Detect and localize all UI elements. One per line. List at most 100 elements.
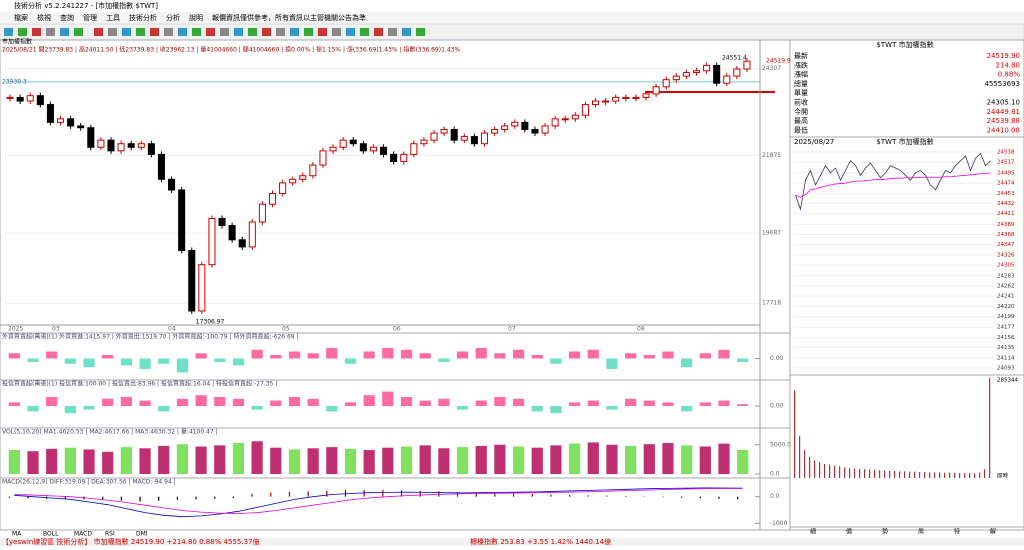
menu-item[interactable]: 管理 <box>83 13 97 22</box>
month-label: 07 <box>508 326 516 333</box>
toolbar-icon[interactable] <box>346 28 355 36</box>
bar <box>139 496 141 502</box>
bar <box>120 358 132 366</box>
toolbar-icon[interactable] <box>276 28 285 36</box>
tab[interactable]: MA <box>12 531 22 538</box>
intraday-line <box>795 152 991 211</box>
candle <box>67 118 75 127</box>
menu-item[interactable]: 分析 <box>166 13 180 22</box>
toolbar-icon[interactable] <box>374 28 383 36</box>
bar <box>643 444 655 474</box>
bar <box>606 444 618 474</box>
bar <box>270 447 282 474</box>
bar <box>307 448 319 474</box>
y-tick-label: 0.00 <box>770 403 784 410</box>
tab[interactable]: DMI <box>136 531 148 538</box>
bar <box>251 406 263 410</box>
candle <box>561 118 569 121</box>
vol-bar <box>799 435 801 478</box>
quote-value: 214.80 <box>996 61 1021 69</box>
toolbar-icon[interactable] <box>108 28 117 36</box>
toolbar-icon[interactable] <box>402 28 411 36</box>
toolbar-icon[interactable] <box>332 28 341 36</box>
menu-item[interactable]: 檢視 <box>37 13 51 22</box>
bar <box>176 444 189 474</box>
bar <box>251 494 253 497</box>
toolbar-icon[interactable] <box>60 28 69 36</box>
toolbar-icon[interactable] <box>416 28 425 36</box>
candle <box>692 70 701 74</box>
candle <box>501 125 509 130</box>
side-tab[interactable]: 特 <box>954 528 960 536</box>
menu-item[interactable]: 說明 <box>189 13 203 22</box>
toolbar-icon[interactable] <box>290 28 299 36</box>
side-tab[interactable]: 細 <box>810 528 816 536</box>
vol-bar <box>834 465 836 478</box>
bar <box>307 491 309 497</box>
toolbar-icon[interactable] <box>318 28 327 36</box>
toolbar-icon[interactable] <box>94 28 103 36</box>
bar <box>139 358 151 369</box>
menu-item[interactable]: 報價資訊僅供參考，所有資訊以主管機關公告為準 <box>212 13 366 22</box>
bar <box>456 447 469 474</box>
bar <box>550 406 562 414</box>
toolbar-icon[interactable] <box>234 28 243 36</box>
tab[interactable]: MACD <box>74 531 92 538</box>
bar <box>438 448 450 474</box>
candle <box>541 125 549 134</box>
bar <box>531 406 543 412</box>
toolbar-icon[interactable] <box>4 28 13 36</box>
bar <box>382 489 384 497</box>
candle <box>339 139 347 148</box>
toolbar-icon[interactable] <box>74 28 83 36</box>
y-tick-label: 24517 <box>997 160 1015 166</box>
toolbar-icon[interactable] <box>178 28 187 36</box>
bar <box>494 353 506 359</box>
vol-bar <box>959 473 961 478</box>
bar <box>699 353 711 359</box>
toolbar-icon[interactable] <box>360 28 369 36</box>
vol-bar <box>984 469 986 478</box>
side-tab[interactable]: 價 <box>846 528 852 536</box>
tab[interactable]: RSI <box>105 531 115 538</box>
bar <box>288 397 301 406</box>
toolbar-icon[interactable] <box>220 28 229 36</box>
candle <box>612 96 620 102</box>
bar <box>46 397 58 406</box>
menu-item[interactable]: 檔案 <box>14 13 28 22</box>
toolbar-icon[interactable] <box>32 28 41 36</box>
tab[interactable]: BOLL <box>43 531 59 538</box>
bar <box>176 398 189 406</box>
menu-item[interactable]: 查詢 <box>60 13 74 22</box>
toolbar-icon[interactable] <box>46 28 55 36</box>
bar <box>512 446 525 474</box>
side-tab[interactable]: 解 <box>990 528 996 536</box>
bar <box>251 349 263 359</box>
bar <box>176 496 179 500</box>
bar <box>606 495 608 497</box>
toolbar-icon[interactable] <box>248 28 257 36</box>
y-tick-label: 24114 <box>997 355 1015 361</box>
bar <box>494 492 496 497</box>
toolbar-icon[interactable] <box>192 28 201 36</box>
bar <box>251 441 263 474</box>
toolbar-icon[interactable] <box>206 28 215 36</box>
toolbar-icon[interactable] <box>150 28 159 36</box>
bar <box>512 349 525 359</box>
candle <box>480 132 489 145</box>
toolbar-icon[interactable] <box>262 28 271 36</box>
toolbar-icon[interactable] <box>122 28 131 36</box>
candle <box>743 60 751 70</box>
toolbar-icon[interactable] <box>164 28 173 36</box>
toolbar-icon[interactable] <box>388 28 397 36</box>
side-tab[interactable]: 勢 <box>882 528 888 536</box>
bar <box>718 496 720 499</box>
toolbar-icon[interactable] <box>304 28 313 36</box>
side-tab[interactable]: 周 <box>918 529 924 536</box>
menu-item[interactable]: 工具 <box>106 14 120 22</box>
toolbar-icon[interactable] <box>18 28 27 36</box>
candle <box>309 164 317 177</box>
menu-item[interactable]: 技術分析 <box>129 13 157 22</box>
toolbar-icon[interactable] <box>136 28 145 36</box>
